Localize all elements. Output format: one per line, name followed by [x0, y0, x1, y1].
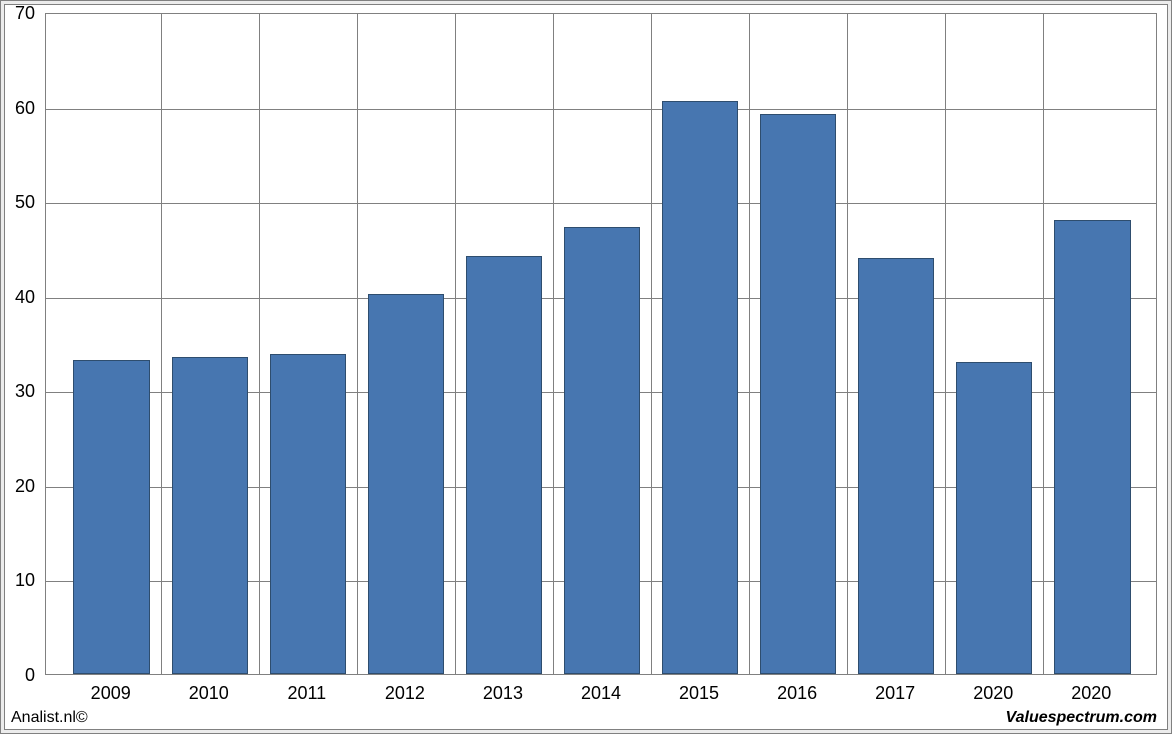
bar: [270, 354, 346, 674]
x-tick-label: 2013: [483, 683, 523, 704]
x-gridline: [259, 14, 260, 674]
chart-outer: Analist.nl© Valuespectrum.com 0 10 20 30 40 5…: [0, 0, 1172, 734]
x-gridline: [455, 14, 456, 674]
x-tick-label: 2020: [1071, 683, 1111, 704]
y-tick-label: 20: [1, 476, 35, 497]
x-tick-label: 2009: [91, 683, 131, 704]
bar: [760, 114, 836, 674]
y-tick-label: 60: [1, 98, 35, 119]
bar: [956, 362, 1032, 674]
x-tick-label: 2017: [875, 683, 915, 704]
chart-inner: Analist.nl© Valuespectrum.com 0 10 20 30 40 5…: [4, 4, 1168, 730]
plot-area: [45, 13, 1157, 675]
y-tick-label: 10: [1, 570, 35, 591]
bar: [1054, 220, 1130, 674]
bar: [564, 227, 640, 674]
y-gridline: [46, 109, 1156, 110]
x-tick-label: 2011: [287, 683, 326, 704]
y-tick-label: 40: [1, 287, 35, 308]
x-gridline: [357, 14, 358, 674]
x-tick-label: 2016: [777, 683, 817, 704]
bar: [368, 294, 444, 674]
x-tick-label: 2015: [679, 683, 719, 704]
y-gridline: [46, 203, 1156, 204]
x-tick-label: 2012: [385, 683, 425, 704]
bar: [662, 101, 738, 674]
x-gridline: [161, 14, 162, 674]
x-gridline: [1043, 14, 1044, 674]
x-tick-label: 2010: [189, 683, 229, 704]
bar: [466, 256, 542, 674]
x-gridline: [847, 14, 848, 674]
y-tick-label: 50: [1, 192, 35, 213]
bar: [172, 357, 248, 674]
x-tick-label: 2014: [581, 683, 621, 704]
x-gridline: [651, 14, 652, 674]
footer-right: Valuespectrum.com: [1006, 709, 1157, 727]
y-tick-label: 30: [1, 381, 35, 402]
y-tick-label: 70: [1, 3, 35, 24]
x-tick-label: 2020: [973, 683, 1013, 704]
x-gridline: [749, 14, 750, 674]
bar: [858, 258, 934, 674]
x-gridline: [553, 14, 554, 674]
y-tick-label: 0: [1, 665, 35, 686]
x-gridline: [945, 14, 946, 674]
bar: [73, 360, 149, 674]
footer-left: Analist.nl©: [11, 709, 88, 727]
